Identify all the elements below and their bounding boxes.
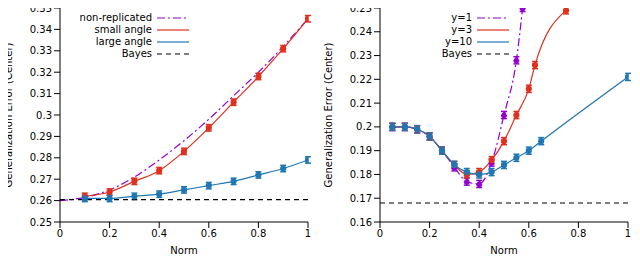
html-text:y=1: y=1 [451, 12, 472, 23]
svg-text:0.2: 0.2 [356, 121, 372, 132]
svg-text:Norm: Norm [170, 245, 197, 256]
svg-text:1: 1 [305, 228, 311, 239]
html-text:small angle: small angle [94, 24, 152, 35]
svg-text:Generalization Error (Center): Generalization Error (Center) [8, 42, 14, 187]
svg-text:0.33: 0.33 [30, 45, 52, 56]
html-text:Bayes: Bayes [441, 48, 472, 59]
html-text:large angle: large angle [95, 36, 152, 47]
svg-text:0.4: 0.4 [471, 228, 487, 239]
svg-text:0.16: 0.16 [350, 217, 372, 228]
svg-text:0.19: 0.19 [350, 145, 372, 156]
html-text:non-replicated: non-replicated [79, 12, 152, 23]
svg-text:0.27: 0.27 [30, 174, 52, 185]
svg-text:0.6: 0.6 [201, 228, 217, 239]
svg-text:0.32: 0.32 [30, 67, 52, 78]
html-text:Bayes: Bayes [121, 48, 152, 59]
svg-text:0.3: 0.3 [36, 110, 52, 121]
svg-text:0.25: 0.25 [30, 217, 52, 228]
svg-text:1: 1 [625, 228, 631, 239]
svg-text:0.17: 0.17 [350, 193, 372, 204]
svg-text:0.28: 0.28 [30, 152, 52, 163]
svg-text:0.24: 0.24 [350, 26, 372, 37]
html-text:y=3: y=3 [451, 24, 472, 35]
svg-text:0: 0 [57, 228, 63, 239]
svg-text:0.8: 0.8 [570, 228, 586, 239]
svg-text:0.4: 0.4 [151, 228, 167, 239]
svg-text:0.2: 0.2 [422, 228, 438, 239]
html-text:y=10: y=10 [445, 36, 472, 47]
svg-text:0.22: 0.22 [350, 74, 372, 85]
svg-text:0.25: 0.25 [350, 8, 372, 14]
svg-text:0.35: 0.35 [30, 8, 52, 14]
svg-text:0.6: 0.6 [521, 228, 537, 239]
svg-text:Norm: Norm [490, 245, 517, 256]
svg-text:0.26: 0.26 [30, 195, 52, 206]
svg-text:0.8: 0.8 [250, 228, 266, 239]
svg-text:0: 0 [377, 228, 383, 239]
svg-text:0.2: 0.2 [102, 228, 118, 239]
svg-text:0.29: 0.29 [30, 131, 52, 142]
svg-text:0.18: 0.18 [350, 169, 372, 180]
svg-text:0.31: 0.31 [30, 88, 52, 99]
svg-text:Generalization Error (Center): Generalization Error (Center) [323, 42, 334, 187]
svg-text:0.23: 0.23 [350, 50, 372, 61]
svg-text:0.34: 0.34 [30, 24, 52, 35]
svg-text:0.21: 0.21 [350, 98, 372, 109]
